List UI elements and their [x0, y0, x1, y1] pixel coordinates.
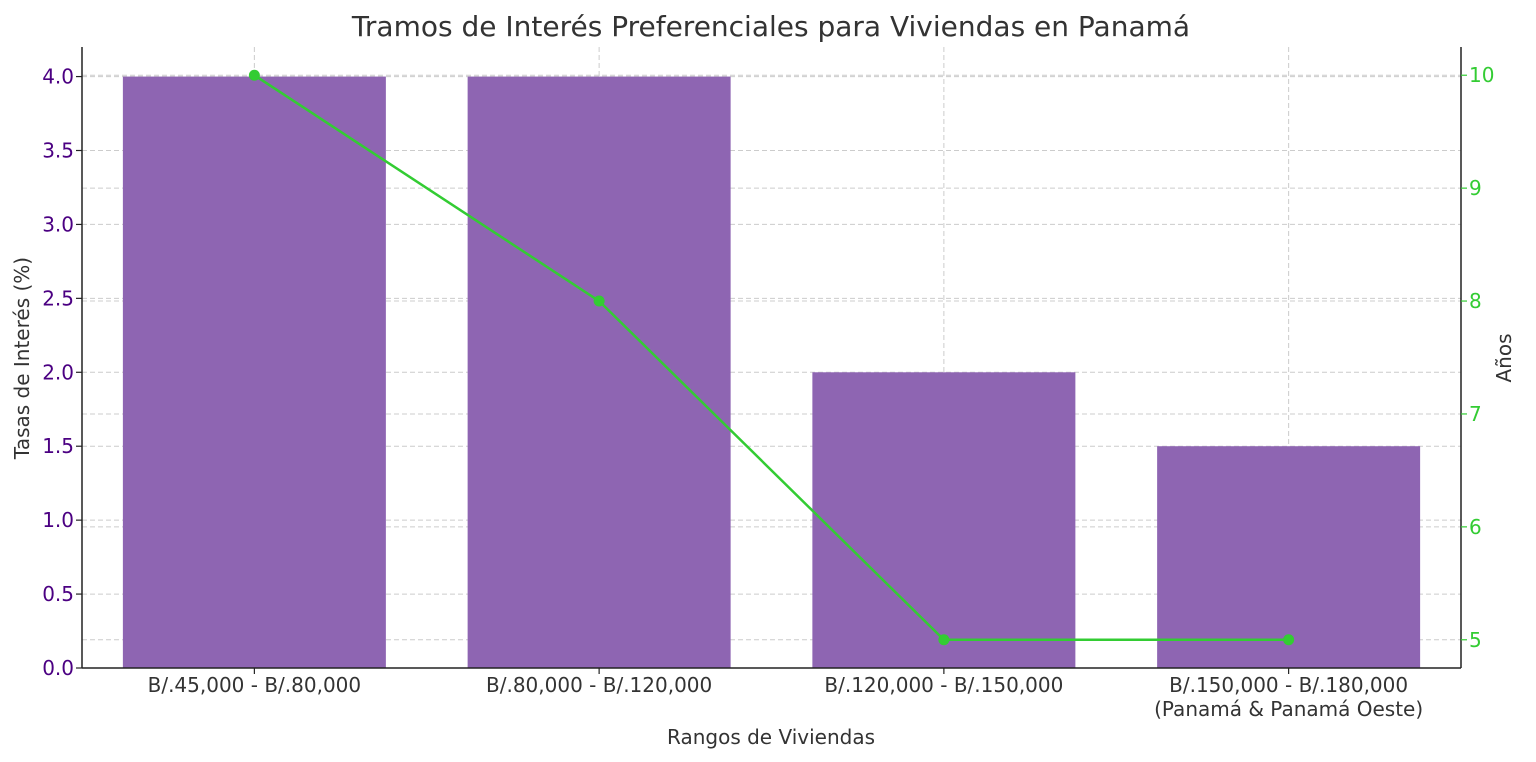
- line-point: [1283, 634, 1295, 646]
- bar: [1157, 446, 1421, 668]
- bar: [812, 372, 1076, 668]
- line-point: [248, 69, 260, 81]
- y-tick-label: 1.0: [42, 508, 74, 532]
- y-tick-label: 1.5: [42, 434, 74, 458]
- y-tick-label: 0.0: [42, 656, 74, 680]
- line-path: [253, 74, 1289, 642]
- x-tick-label: B/.150,000 - B/.180,000: [1169, 673, 1408, 697]
- y-tick-label: 0.5: [42, 582, 74, 606]
- y-tick-label: 2.5: [42, 286, 74, 310]
- y-tick-label: 2.0: [42, 360, 74, 384]
- y2-axis-label: Años: [1492, 333, 1516, 382]
- chart-title: Tramos de Interés Preferenciales para Vi…: [351, 10, 1190, 43]
- y-axis-label: Tasas de Interés (%): [10, 257, 34, 460]
- line-point: [593, 295, 605, 307]
- x-axis-label: Rangos de Viviendas: [667, 725, 875, 749]
- y-tick-label: 3.0: [42, 212, 74, 236]
- ticks: 0.0 0.5 1.0 1.5 2.0 2.5 3.0 3.5 4.0 5 6 7 8 9 10 B/.45,…: [42, 63, 1494, 721]
- x-tick-label: (Panamá & Panamá Oeste): [1154, 697, 1423, 721]
- x-tick-label: B/.80,000 - B/.120,000: [486, 673, 712, 697]
- y-tick-label: 3.5: [42, 139, 74, 163]
- grid: [82, 47, 1461, 669]
- bars: [122, 76, 1421, 669]
- bar: [122, 76, 386, 669]
- y2-tick-label: 10: [1469, 63, 1494, 87]
- y-tick-label: 4.0: [42, 65, 74, 89]
- y2-tick-label: 9: [1469, 176, 1482, 200]
- line-point: [938, 634, 950, 646]
- bar: [467, 76, 731, 669]
- y2-tick-label: 7: [1469, 402, 1482, 426]
- x-tick-label: B/.45,000 - B/.80,000: [148, 673, 362, 697]
- y2-tick-label: 8: [1469, 289, 1482, 313]
- line-series: [248, 69, 1295, 646]
- y2-tick-label: 6: [1469, 515, 1482, 539]
- y2-tick-label: 5: [1469, 628, 1482, 652]
- x-tick-label: B/.120,000 - B/.150,000: [824, 673, 1063, 697]
